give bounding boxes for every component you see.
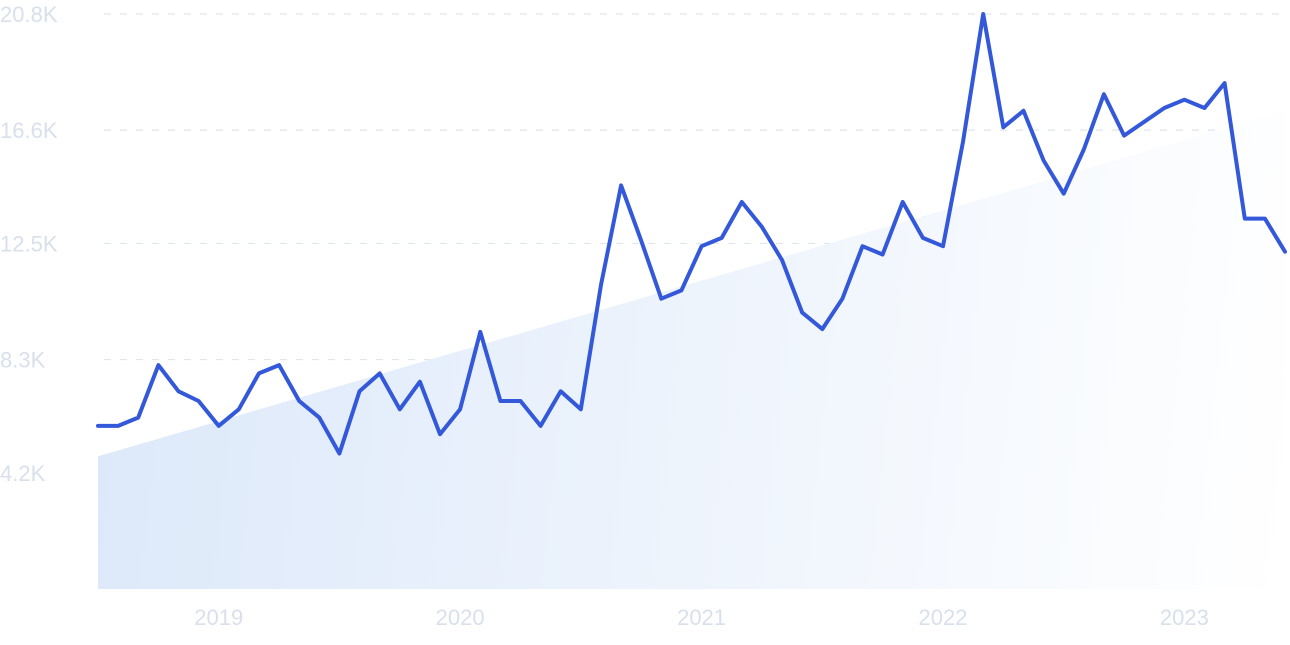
x-axis: 2019 2020 2021 2022 2023 [194,605,1209,630]
trend-area [98,110,1285,590]
x-tick-label: 2021 [677,605,726,630]
y-tick-label: 8.3K [0,348,46,373]
x-tick-label: 2019 [194,605,243,630]
trend-area-layer [98,110,1285,590]
y-tick-label: 4.2K [0,461,46,486]
y-axis: 4.2K 8.3K 12.5K 16.6K 20.8K [0,2,58,486]
x-tick-label: 2022 [919,605,968,630]
x-tick-label: 2023 [1160,605,1209,630]
x-tick-label: 2020 [436,605,485,630]
y-tick-label: 12.5K [0,231,58,256]
y-tick-label: 20.8K [0,2,58,27]
series-line [96,12,1287,456]
series-layer [96,12,1287,456]
y-tick-label: 16.6K [0,118,58,143]
